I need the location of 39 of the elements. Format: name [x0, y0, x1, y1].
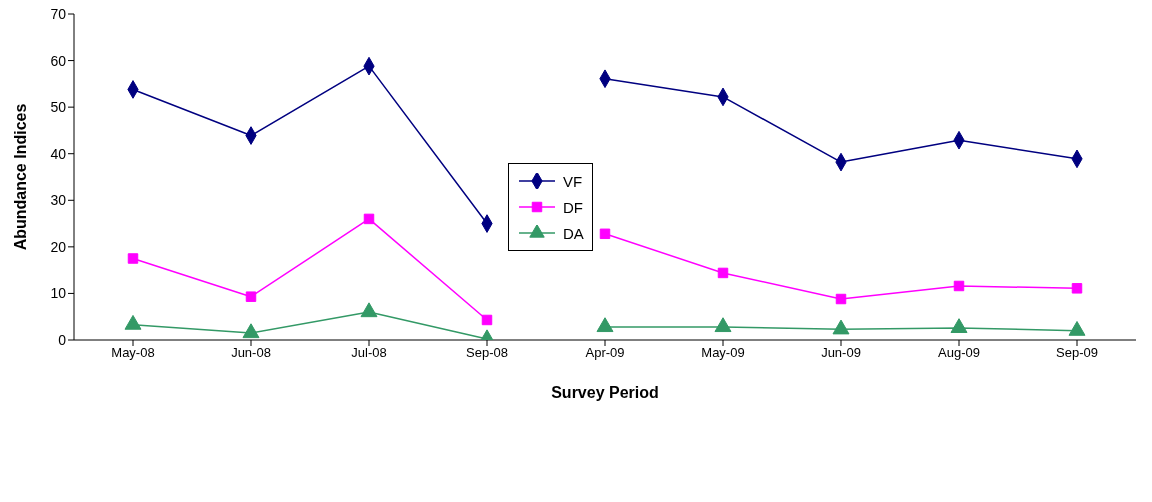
- point: [481, 314, 493, 326]
- point: [360, 302, 378, 318]
- point: [832, 319, 850, 335]
- y-tick-label: 20: [50, 238, 67, 255]
- x-tick-label: May-09: [701, 345, 745, 361]
- y-tick-label: 50: [50, 99, 67, 116]
- x-tick-label: Aug-09: [938, 345, 980, 361]
- point: [596, 317, 614, 333]
- point: [363, 213, 375, 225]
- y-tick-label: 0: [58, 331, 67, 348]
- point: [242, 323, 260, 339]
- x-axis-title: Survey Period: [551, 384, 659, 401]
- x-tick-label: Jun-08: [231, 345, 271, 361]
- y-tick-label: 30: [50, 192, 67, 209]
- point: [714, 317, 732, 333]
- point: [717, 267, 729, 279]
- x-tick-label: May-08: [111, 345, 155, 361]
- x-tick-label: Apr-09: [585, 345, 625, 361]
- point: [599, 228, 611, 240]
- point: [950, 318, 968, 333]
- point: [127, 253, 139, 264]
- point: [835, 293, 847, 305]
- legend-label: VF: [563, 172, 583, 190]
- y-tick-label: 40: [50, 145, 67, 162]
- point: [1068, 320, 1086, 336]
- legend-label: DF: [563, 198, 583, 216]
- point: [245, 291, 257, 302]
- x-tick-label: Sep-08: [466, 345, 508, 361]
- y-tick-label: 10: [50, 285, 67, 302]
- legend-label: DA: [563, 224, 584, 242]
- x-tick-label: Sep-09: [1056, 345, 1098, 361]
- point: [953, 280, 965, 292]
- point: [1071, 283, 1083, 294]
- y-axis-title: Abundance Indices: [11, 103, 29, 251]
- x-tick-label: Jun-09: [821, 345, 861, 361]
- point: [124, 314, 142, 330]
- y-tick-label: 70: [50, 5, 67, 22]
- y-tick-label: 60: [50, 52, 67, 69]
- x-tick-label: Jul-08: [351, 345, 387, 361]
